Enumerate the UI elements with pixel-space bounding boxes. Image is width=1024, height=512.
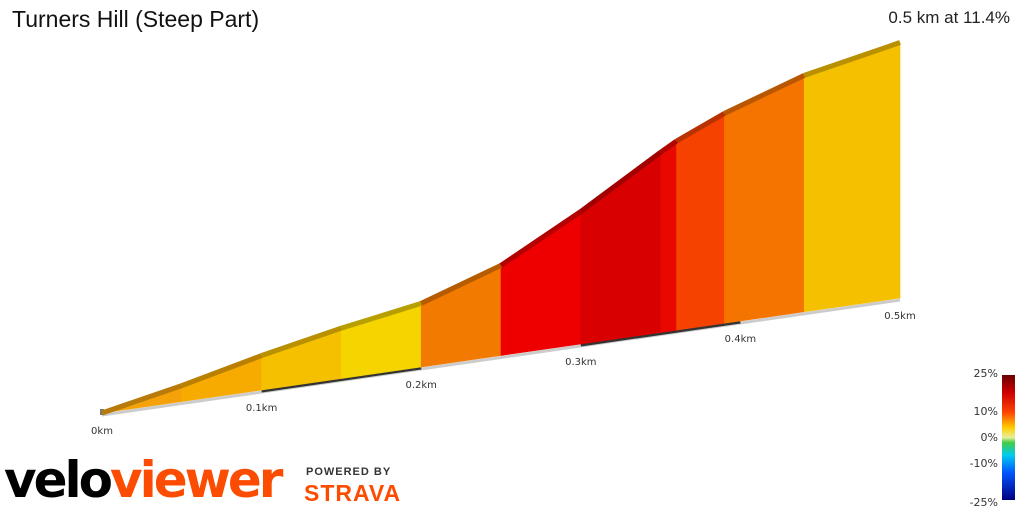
veloviewer-logo[interactable]: veloviewer	[4, 451, 283, 509]
segment-top-edge	[803, 40, 901, 78]
baseline-group	[100, 298, 901, 417]
gradient-segment	[660, 140, 677, 333]
segment-top-edge	[659, 138, 679, 155]
x-tick-label: 0.3km	[565, 357, 596, 368]
segments-group	[101, 42, 901, 414]
logo-text-viewer: viewer	[110, 451, 283, 509]
baseline-band-3	[580, 320, 741, 347]
page-title: Turners Hill (Steep Part)	[12, 6, 260, 32]
x-tick-label: 0.4km	[725, 334, 756, 345]
x-tick-label: 0.5km	[884, 311, 915, 322]
gradient-segment	[724, 74, 805, 324]
segment-summary: 0.5 km at 11.4%	[888, 8, 1010, 27]
legend-color-bar	[1002, 375, 1015, 500]
legend-tick-25: 25%	[973, 367, 998, 380]
x-tick-label: 0.1km	[246, 403, 277, 414]
powered-by-label: POWERED BY	[306, 466, 392, 478]
segment-top-edge	[340, 301, 422, 331]
gradient-segment	[803, 42, 901, 313]
x-tick-label: 0km	[91, 426, 113, 437]
gradient-segment	[420, 264, 502, 368]
segment-top-edge	[499, 209, 583, 268]
baseline-band-1	[261, 366, 422, 393]
legend-tick-minus-10: -10%	[969, 457, 998, 470]
segment-top-edge	[420, 263, 503, 306]
elevation-profile-chart: 0km 0.1km 0.2km 0.3km 0.4km 0.5km	[91, 40, 916, 437]
segment-top-edge	[675, 111, 726, 144]
x-tick-label: 0.2km	[405, 380, 436, 391]
legend-tick-minus-25: -25%	[969, 496, 998, 509]
legend-tick-0: 0%	[980, 431, 998, 444]
gradient-legend: 25% 10% 0% -10% -25%	[958, 365, 1024, 512]
segment-top-edge	[180, 353, 263, 388]
profile-base-edge	[101, 298, 901, 417]
tick-labels-group: 0km 0.1km 0.2km 0.3km 0.4km 0.5km	[91, 311, 916, 437]
logo-text-velo: velo	[4, 451, 113, 509]
segment-top-edge	[579, 150, 663, 214]
legend-tick-10: 10%	[973, 405, 998, 418]
topline-group	[101, 40, 901, 416]
gradient-segment	[676, 112, 725, 331]
segment-top-edge	[101, 383, 183, 416]
gradient-segment	[500, 210, 582, 356]
segment-top-edge	[260, 325, 343, 358]
segment-top-edge	[723, 73, 806, 116]
strava-logo[interactable]: STRAVA	[304, 480, 402, 506]
